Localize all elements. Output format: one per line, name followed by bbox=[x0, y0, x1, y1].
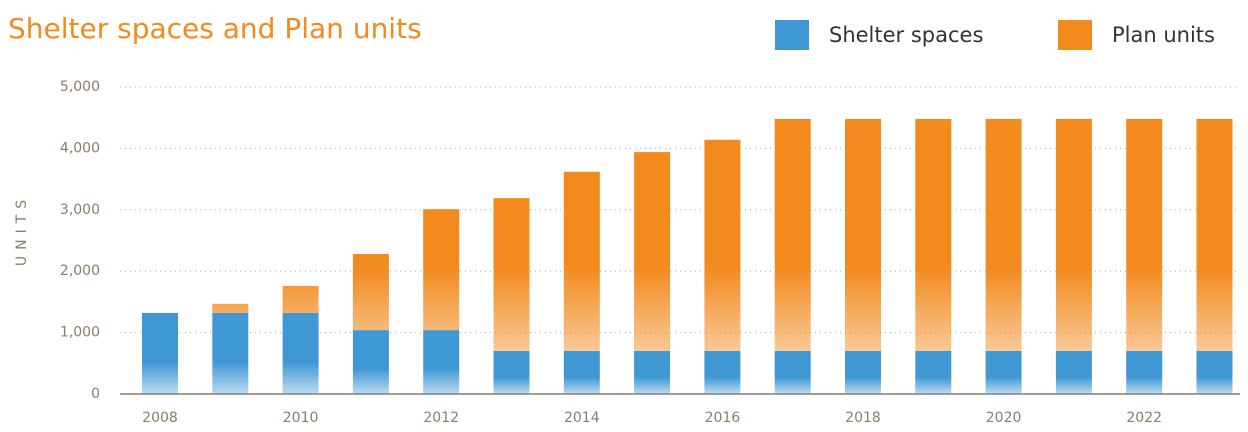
bar-segment bbox=[282, 285, 319, 313]
x-tick-label: 2018 bbox=[845, 410, 881, 426]
legend-label: Plan units bbox=[1112, 23, 1215, 47]
bar-segment bbox=[212, 303, 249, 313]
bar-segment bbox=[985, 351, 1022, 394]
bar-segment bbox=[1196, 118, 1233, 352]
y-axis-label: UNITS bbox=[14, 194, 30, 266]
bar-segment bbox=[493, 198, 530, 352]
x-tick-label: 2014 bbox=[564, 410, 600, 426]
bar-segment bbox=[634, 152, 671, 352]
x-tick-label: 2022 bbox=[1126, 410, 1162, 426]
bar-segment bbox=[845, 118, 881, 352]
bar-segment bbox=[1126, 118, 1163, 352]
legend-swatch bbox=[775, 20, 809, 50]
y-tick-label: 5,000 bbox=[60, 79, 100, 95]
x-tick-label: 2016 bbox=[705, 410, 741, 426]
bar-segment bbox=[142, 312, 178, 394]
x-tick-label: 2012 bbox=[423, 410, 459, 426]
y-tick-label: 0 bbox=[91, 386, 100, 402]
bar-segment bbox=[282, 312, 319, 394]
x-tick-label: 2008 bbox=[142, 410, 178, 426]
bar-segment bbox=[563, 171, 600, 352]
bar-segment bbox=[212, 312, 249, 394]
bar-segment bbox=[985, 118, 1022, 352]
legend-swatch bbox=[1058, 20, 1092, 50]
bar-segment bbox=[704, 351, 741, 394]
y-tick-label: 1,000 bbox=[60, 325, 100, 341]
bar-segment bbox=[845, 351, 881, 394]
bar-segment bbox=[493, 351, 530, 394]
bar-segment bbox=[634, 351, 671, 394]
chart-title: Shelter spaces and Plan units bbox=[8, 12, 422, 45]
bar-segment bbox=[915, 118, 952, 352]
bar-segment bbox=[352, 330, 389, 394]
x-tick-label: 2020 bbox=[986, 410, 1022, 426]
bar-segment bbox=[1196, 351, 1233, 394]
bar-segment bbox=[1055, 351, 1092, 394]
bar-segment bbox=[1055, 118, 1092, 352]
bar-segment bbox=[774, 118, 811, 352]
x-tick-label: 2010 bbox=[283, 410, 319, 426]
bar-segment bbox=[774, 351, 811, 394]
bar-segment bbox=[915, 351, 952, 394]
y-tick-label: 2,000 bbox=[60, 263, 100, 279]
bar-segment bbox=[704, 139, 741, 352]
y-tick-label: 3,000 bbox=[60, 202, 100, 218]
bar-segment bbox=[423, 330, 460, 394]
bar-segment bbox=[1126, 351, 1163, 394]
bar-segment bbox=[352, 254, 389, 331]
y-tick-label: 4,000 bbox=[60, 140, 100, 156]
bar-segment bbox=[423, 209, 460, 331]
legend-label: Shelter spaces bbox=[829, 23, 983, 47]
bar-segment bbox=[563, 351, 600, 394]
